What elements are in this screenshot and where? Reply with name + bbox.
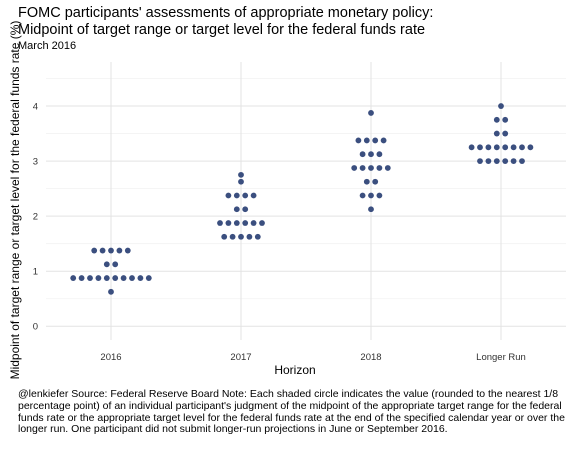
dot-longer-run (510, 144, 517, 151)
dot-2018 (380, 137, 387, 144)
dot-2017 (221, 233, 228, 240)
dot-2016 (124, 247, 131, 254)
dot-2018 (351, 165, 358, 171)
dot-2017 (233, 220, 240, 226)
dot-2016 (112, 261, 119, 268)
dot-longer-run (493, 116, 500, 123)
dot-2018 (368, 110, 374, 116)
dot-2018 (376, 165, 383, 171)
dot-2017 (238, 178, 244, 185)
dot-2017 (242, 192, 249, 199)
dot-longer-run (493, 158, 500, 164)
dot-2016 (87, 275, 93, 281)
chart-title-line-2: Midpoint of target range or target level… (18, 22, 426, 38)
data-points (70, 103, 534, 295)
x-tick-label: 2017 (230, 352, 251, 363)
dot-2016 (145, 275, 152, 281)
dot-longer-run (477, 158, 483, 164)
dot-2018 (363, 137, 370, 144)
dot-2018 (363, 178, 370, 185)
x-tick-label: 2018 (360, 352, 381, 363)
dot-2017 (246, 233, 253, 240)
dot-longer-run (477, 144, 483, 151)
dot-2017 (238, 171, 244, 178)
dot-2016 (70, 275, 77, 281)
dot-2017 (254, 233, 261, 240)
dot-longer-run (485, 144, 492, 151)
dot-2017 (225, 220, 232, 226)
dot-2018 (355, 137, 362, 144)
dot-2017 (225, 192, 232, 199)
dot-2018 (368, 151, 374, 158)
dot-2018 (384, 165, 391, 171)
dot-2016 (137, 275, 144, 281)
dot-2017 (233, 192, 240, 199)
dot-longer-run (502, 116, 509, 123)
dot-2018 (359, 192, 366, 199)
dot-2017 (217, 220, 223, 226)
chart-title: FOMC participants' assessments of approp… (18, 5, 433, 39)
dot-2017 (242, 206, 249, 213)
dot-2017 (242, 220, 249, 226)
dot-longer-run (493, 130, 500, 137)
dot-2016 (120, 275, 127, 281)
dot-2017 (250, 192, 257, 199)
x-tick-label: Longer Run (476, 352, 526, 363)
chart-subtitle: March 2016 (18, 40, 77, 52)
dot-2016 (108, 288, 114, 295)
dot-2018 (372, 178, 379, 185)
dot-2018 (368, 192, 374, 199)
dot-2018 (368, 206, 374, 213)
dot-2016 (78, 275, 85, 281)
dot-2016 (91, 247, 98, 254)
dot-2016 (95, 275, 102, 281)
dot-longer-run (502, 144, 509, 151)
dot-longer-run (502, 158, 509, 164)
dot-2018 (368, 165, 374, 171)
dot-2018 (376, 192, 383, 199)
dot-longer-run (468, 144, 475, 151)
dot-2017 (259, 220, 265, 226)
y-tick-labels: 0 1 2 3 4 (33, 102, 38, 333)
y-tick-label: 4 (33, 102, 38, 113)
dot-2016 (108, 247, 114, 254)
dot-2016 (99, 247, 106, 254)
dot-2017 (233, 206, 240, 213)
dot-longer-run (502, 130, 509, 137)
major-gridlines (46, 62, 566, 340)
dot-longer-run (510, 158, 517, 164)
x-tick-label: 2016 (100, 352, 121, 363)
y-tick-label: 1 (33, 267, 38, 278)
dot-longer-run (519, 158, 525, 164)
dot-longer-run (498, 103, 504, 109)
dot-2018 (359, 151, 366, 158)
dot-longer-run (527, 144, 534, 151)
chart-title-line-1: FOMC participants' assessments of approp… (18, 5, 434, 21)
y-tick-label: 3 (33, 157, 38, 168)
dot-2016 (103, 261, 110, 268)
dot-2016 (103, 275, 110, 281)
dot-2017 (250, 220, 257, 226)
dot-2016 (129, 275, 135, 281)
dot-longer-run (519, 144, 525, 151)
dot-2017 (238, 233, 244, 240)
dot-2018 (376, 151, 383, 158)
y-tick-label: 0 (33, 322, 38, 333)
dot-longer-run (485, 158, 492, 164)
minor-gridlines (46, 78, 566, 300)
dot-2016 (116, 247, 123, 254)
x-tick-labels: 2016 2017 2018 Longer Run (100, 352, 525, 363)
dot-2018 (359, 165, 366, 171)
dot-2016 (112, 275, 119, 281)
dot-longer-run (493, 144, 500, 151)
y-tick-label: 2 (33, 212, 38, 223)
dot-2018 (372, 137, 379, 144)
chart-caption: @lenkiefer Source: Federal Reserve Board… (18, 388, 565, 436)
dot-2017 (229, 233, 236, 240)
x-axis-label: Horizon (274, 363, 316, 377)
